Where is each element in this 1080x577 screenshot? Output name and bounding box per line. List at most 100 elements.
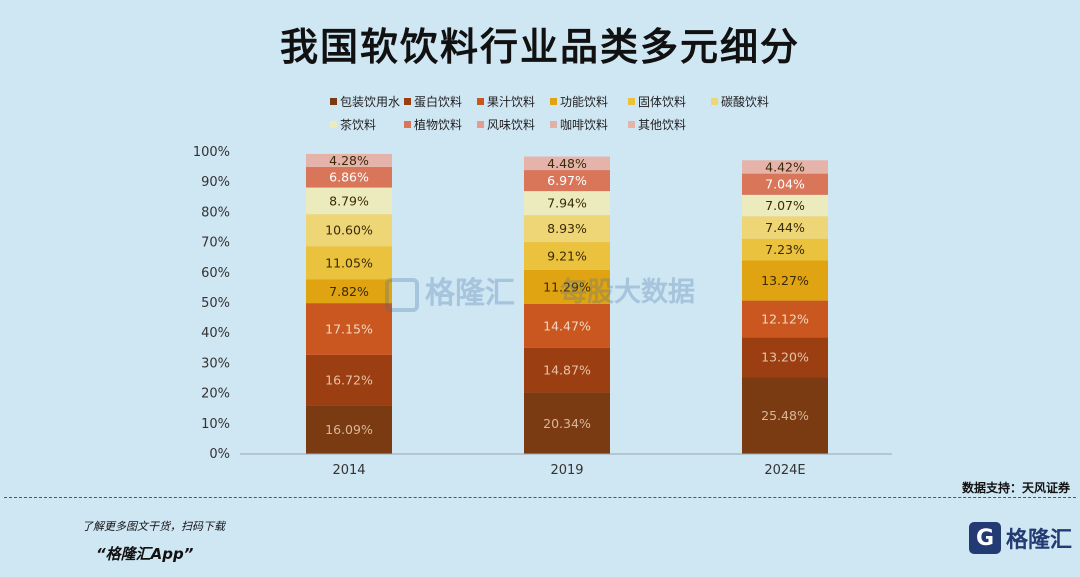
legend-swatch-10 xyxy=(550,121,557,128)
bar-segment-2014-2 xyxy=(306,354,392,406)
legend-swatch-1 xyxy=(330,98,337,105)
bar-segment-2024E-5 xyxy=(742,238,828,261)
promo-text: 了解更多图文干货，扫码下载 xyxy=(82,520,225,533)
data-label-2014-2: 16.72% xyxy=(325,373,373,388)
x-tick-label-2024E: 2024E xyxy=(764,463,805,478)
bar-segment-2019-8 xyxy=(524,170,610,192)
y-tick-label: 50% xyxy=(201,296,230,311)
data-label-2019-11: 4.48% xyxy=(547,156,587,171)
legend-label-8: 植物饮料 xyxy=(414,117,462,132)
bar-segment-2014-7 xyxy=(306,187,392,215)
bar-segment-2019-4 xyxy=(524,269,610,304)
data-label-2014-6: 10.60% xyxy=(325,223,373,238)
legend-label-2: 蛋白饮料 xyxy=(414,94,462,109)
bar-segment-2019-7 xyxy=(524,191,610,216)
data-label-2014-4: 7.82% xyxy=(329,284,369,299)
y-tick-label: 80% xyxy=(201,205,230,220)
data-label-2019-2: 14.87% xyxy=(543,363,591,378)
y-tick-label: 70% xyxy=(201,236,230,251)
bar-segment-2014-5 xyxy=(306,246,392,280)
legend-label-7: 茶饮料 xyxy=(340,117,376,132)
data-label-2014-8: 6.86% xyxy=(329,170,369,185)
bar-segment-2024E-3 xyxy=(742,300,828,338)
data-label-2014-11: 4.28% xyxy=(329,153,369,168)
brand-g-icon: G xyxy=(968,522,1001,554)
y-tick-label: 0% xyxy=(209,447,230,462)
brand-name: 格隆汇 xyxy=(1005,528,1072,553)
bar-segment-2014-8 xyxy=(306,166,392,188)
bar-segment-2014-1 xyxy=(306,405,392,454)
legend-label-10: 咖啡饮料 xyxy=(560,117,608,132)
data-label-2019-4: 11.29% xyxy=(543,279,591,294)
data-label-2024E-6: 7.44% xyxy=(765,220,805,235)
y-tick-label: 10% xyxy=(201,417,230,432)
y-tick-label: 20% xyxy=(201,387,230,402)
data-label-2024E-5: 7.23% xyxy=(765,242,805,257)
legend-swatch-7 xyxy=(330,121,337,128)
brand-logo: G 格隆汇 xyxy=(968,521,1072,555)
legend-label-9: 风味饮料 xyxy=(487,118,535,132)
bar-segment-2024E-7 xyxy=(742,194,828,217)
data-label-2024E-1: 25.48% xyxy=(761,408,809,423)
data-label-2019-3: 14.47% xyxy=(543,318,591,333)
bar-segment-2019-6 xyxy=(524,215,610,243)
legend-swatch-4 xyxy=(550,98,557,105)
y-tick-label: 40% xyxy=(201,326,230,341)
bar-segment-2024E-1 xyxy=(742,377,828,454)
axes: 0% 10% 20% 30% 40% 50% 60% 70% 80% 90% 100% 2014 201… xyxy=(193,145,892,478)
legend-swatch-6 xyxy=(711,98,718,105)
data-label-2024E-4: 13.27% xyxy=(761,273,809,288)
data-label-2014-5: 11.05% xyxy=(325,255,373,270)
bar-segment-2019-11 xyxy=(524,156,610,171)
bar-segment-2014-3 xyxy=(306,303,392,355)
data-label-2019-6: 8.93% xyxy=(547,221,587,236)
bar-segment-2024E-11 xyxy=(742,160,828,174)
legend-swatch-5 xyxy=(628,98,635,105)
bars: 16.09% 16.72% 17.15% 7.82% 11.05% 10.60% 8.79%… xyxy=(306,153,828,454)
data-label-2014-1: 16.09% xyxy=(325,422,373,437)
bar-segment-2024E-4 xyxy=(742,260,828,301)
data-label-2019-7: 7.94% xyxy=(547,196,587,211)
legend-label-5: 固体饮料 xyxy=(638,95,686,109)
legend-swatch-3 xyxy=(477,98,484,105)
data-label-2019-5: 9.21% xyxy=(547,248,587,263)
legend-label-11: 其他饮料 xyxy=(638,118,686,132)
data-label-2024E-11: 4.42% xyxy=(765,159,805,174)
legend-label-1: 包装饮用水 xyxy=(340,95,400,109)
chart-title: 我国软饮料行业品类多元细分 xyxy=(279,25,800,69)
legend-label-4: 功能饮料 xyxy=(560,95,608,109)
source-note: 数据支持：天风证券 xyxy=(961,481,1070,495)
divider xyxy=(4,497,1076,498)
legend-label-3: 果汁饮料 xyxy=(487,95,535,109)
bar-segment-2019-1 xyxy=(524,392,610,454)
bar-segment-2014-11 xyxy=(306,153,392,167)
bar-segment-2024E-6 xyxy=(742,216,828,239)
data-label-2019-1: 20.34% xyxy=(543,416,591,431)
legend-swatch-11 xyxy=(628,121,635,128)
data-label-2019-8: 6.97% xyxy=(547,173,587,188)
y-tick-label: 90% xyxy=(201,175,230,190)
x-tick-label-2019: 2019 xyxy=(550,463,583,478)
bar-segment-2024E-8 xyxy=(742,173,828,195)
data-label-2024E-3: 12.12% xyxy=(761,311,809,326)
bar-segment-2019-2 xyxy=(524,347,610,393)
data-label-2024E-2: 13.20% xyxy=(761,350,809,365)
promo-app-name: “格隆汇App” xyxy=(96,545,194,563)
legend-swatch-8 xyxy=(404,121,411,128)
x-tick-label-2014: 2014 xyxy=(332,463,365,478)
bar-segment-2024E-2 xyxy=(742,337,828,378)
data-label-2014-7: 8.79% xyxy=(329,193,369,208)
bar-segment-2014-4 xyxy=(306,279,392,304)
legend-label-6: 碳酸饮料 xyxy=(721,94,769,109)
y-tick-label: 60% xyxy=(201,266,230,281)
bar-segment-2019-5 xyxy=(524,242,610,270)
y-tick-label: 30% xyxy=(201,356,230,371)
data-label-2024E-7: 7.07% xyxy=(765,198,805,213)
y-tick-label: 100% xyxy=(193,145,230,160)
bar-segment-2019-3 xyxy=(524,303,610,348)
data-label-2024E-8: 7.04% xyxy=(765,177,805,192)
legend-swatch-2 xyxy=(404,98,411,105)
data-label-2014-3: 17.15% xyxy=(325,322,373,337)
